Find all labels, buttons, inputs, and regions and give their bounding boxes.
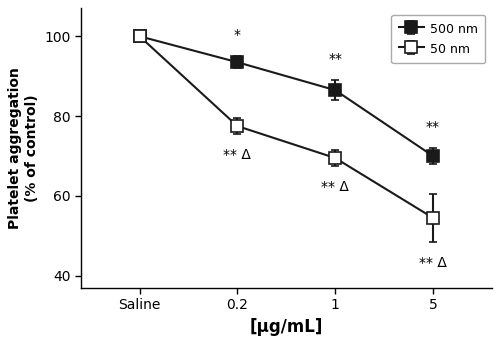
- Y-axis label: Platelet aggregation
(% of control): Platelet aggregation (% of control): [8, 67, 38, 229]
- Text: ** Δ: ** Δ: [321, 180, 349, 194]
- Text: ** Δ: ** Δ: [224, 148, 252, 162]
- Text: ** Δ: ** Δ: [419, 256, 447, 270]
- X-axis label: [μg/mL]: [μg/mL]: [250, 318, 323, 336]
- Text: **: **: [426, 120, 440, 134]
- Legend: 500 nm, 50 nm: 500 nm, 50 nm: [391, 14, 486, 63]
- Text: **: **: [328, 52, 342, 66]
- Text: *: *: [234, 28, 241, 42]
